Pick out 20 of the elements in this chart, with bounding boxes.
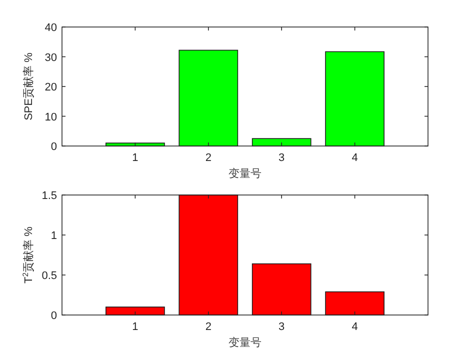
x-axis-title: 变量号	[228, 167, 262, 180]
x-tick-label: 2	[205, 152, 212, 164]
x-tick-label: 4	[352, 321, 358, 333]
x-axis-title: 变量号	[228, 336, 262, 349]
y-tick-label: 40	[44, 22, 57, 34]
x-tick-label: 2	[205, 321, 212, 333]
x-tick-label: 4	[352, 152, 358, 164]
x-tick-label: 1	[132, 152, 138, 164]
y-tick-label: 20	[44, 82, 57, 94]
x-tick-label: 1	[132, 321, 138, 333]
y-tick-label: 0	[50, 310, 57, 322]
x-tick-label: 3	[278, 152, 285, 164]
y-tick-label: 10	[44, 111, 57, 124]
y-tick-label: 30	[44, 52, 57, 64]
y-tick-label: 0	[50, 141, 57, 153]
y-tick-label: 1	[50, 230, 57, 242]
y-tick-label: 1.5	[42, 190, 57, 202]
y-axis-title: SPE贡献率 %	[22, 52, 35, 120]
x-tick-label: 3	[278, 321, 285, 333]
y-tick-label: 0.5	[42, 270, 57, 282]
